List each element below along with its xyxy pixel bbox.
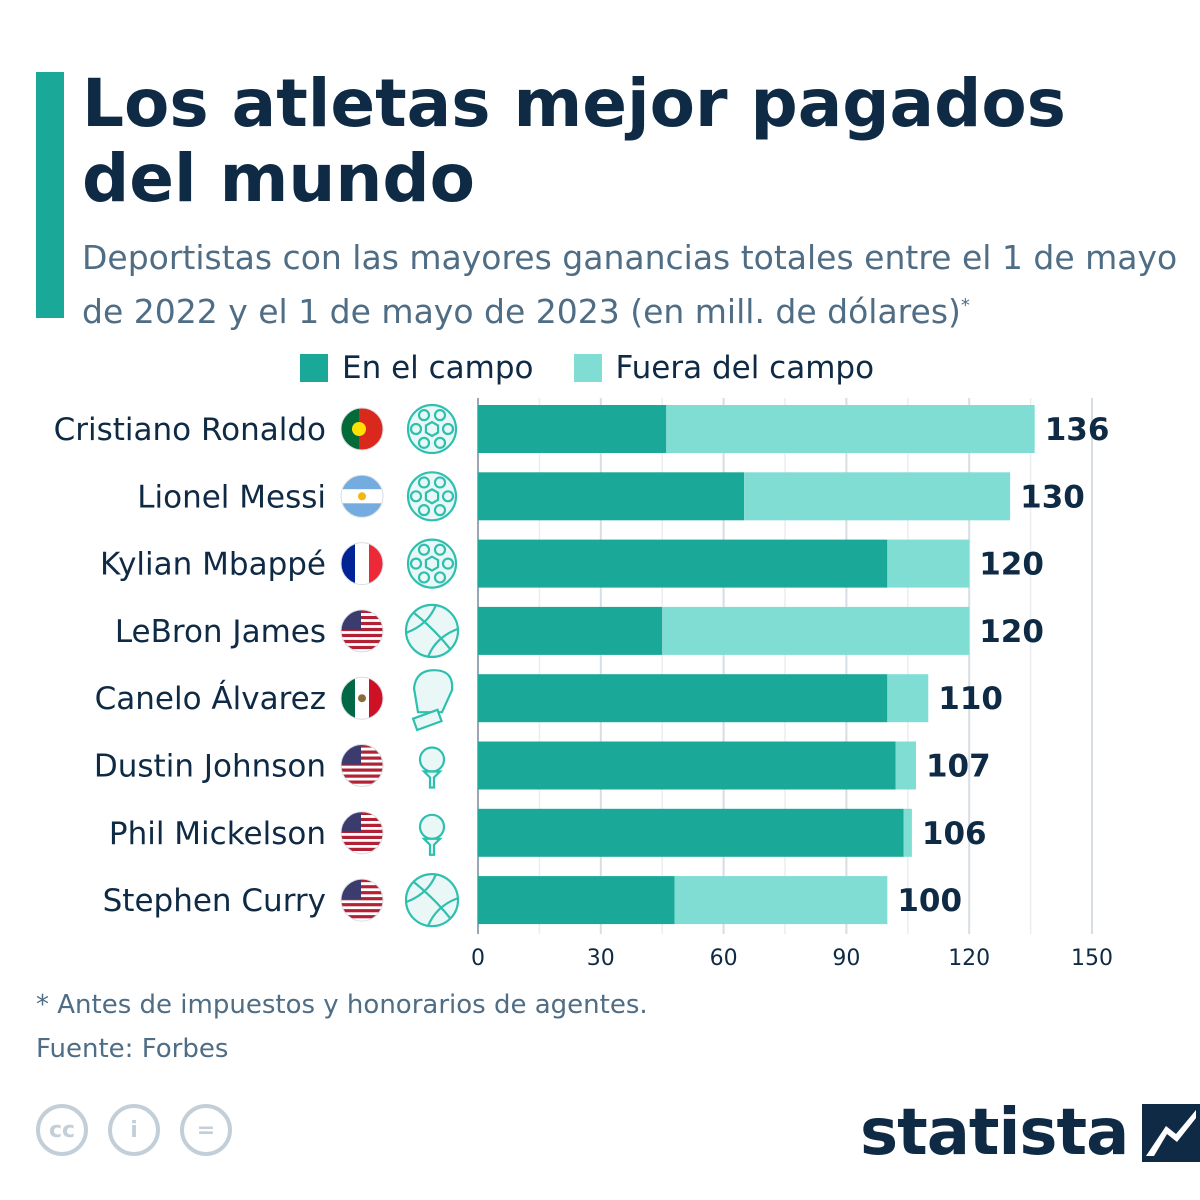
attribution-icon[interactable]: i: [108, 1104, 160, 1156]
total-value-label: 130: [1020, 479, 1085, 515]
basketball-icon: [404, 872, 460, 928]
legend-label-on-field: En el campo: [342, 350, 534, 386]
legend-swatch-on-field: [300, 354, 328, 382]
flag-border: [340, 474, 384, 518]
argentina-flag: [340, 474, 384, 518]
bar-on-field: [478, 741, 896, 790]
bar-on-field: [478, 674, 888, 723]
legend-swatch-off-field: [573, 354, 602, 382]
flag-border: [340, 407, 384, 451]
license-icons: cc i =: [36, 1104, 252, 1156]
bar-on-field: [478, 472, 745, 521]
portugal-flag: [340, 407, 384, 451]
bar-on-field: [478, 808, 904, 857]
golf-ball-icon: [418, 813, 446, 856]
legend-item-on-field: En el campo: [300, 350, 534, 386]
chart-title: Los atletas mejor pagados del mundo: [82, 65, 1066, 217]
statista-brand[interactable]: statista: [860, 1096, 1200, 1170]
france-flag: [340, 542, 384, 586]
bar-off-field: [666, 405, 1035, 453]
total-value-label: 120: [979, 547, 1044, 583]
athlete-label: Kylian Mbappé: [100, 547, 326, 583]
total-value-label: 136: [1045, 412, 1110, 448]
x-tick-label: 0: [471, 946, 485, 971]
bar-off-field: [895, 741, 916, 790]
x-tick-label: 150: [1071, 946, 1113, 971]
bar-off-field: [887, 674, 929, 723]
bar-on-field: [478, 405, 667, 453]
bar-on-field: [478, 539, 888, 588]
total-value-label: 106: [922, 816, 987, 852]
athlete-label: Dustin Johnson: [94, 749, 326, 785]
chart-subtitle: Deportistas con las mayores ganancias to…: [82, 234, 1182, 336]
legend-item-off-field: Fuera del campo: [573, 350, 875, 386]
bar-off-field: [903, 808, 912, 857]
legend: En el campo Fuera del campo: [300, 346, 914, 390]
boxing-glove-icon: [411, 669, 454, 732]
no-derivatives-icon[interactable]: =: [180, 1104, 232, 1156]
athlete-label: LeBron James: [115, 614, 326, 650]
x-tick-label: 120: [948, 946, 990, 971]
footnote: * Antes de impuestos y honorarios de age…: [36, 990, 648, 1020]
golf-ball-icon: [418, 746, 446, 789]
flag-border: [340, 744, 384, 787]
total-value-label: 107: [926, 749, 991, 785]
x-tick-label: 90: [832, 946, 860, 971]
cc-icon[interactable]: cc: [36, 1104, 88, 1156]
usa-flag: [340, 744, 384, 787]
accent-bar: [36, 72, 64, 318]
brand-name: statista: [860, 1096, 1129, 1170]
flag-border: [340, 676, 384, 720]
bar-on-field: [478, 606, 663, 655]
flag-border: [340, 609, 384, 653]
soccer-ball-icon: [406, 403, 458, 455]
basketball-icon: [404, 603, 460, 659]
x-tick-label: 30: [587, 946, 615, 971]
bar-off-field: [887, 539, 970, 588]
x-tick-label: 60: [710, 946, 738, 971]
athlete-label: Lionel Messi: [137, 479, 326, 515]
athlete-label: Canelo Álvarez: [95, 681, 326, 717]
source-note: Fuente: Forbes: [36, 1034, 229, 1064]
subtitle-footnote-mark: *: [960, 295, 970, 316]
subtitle-text: Deportistas con las mayores ganancias to…: [82, 238, 1178, 331]
bar-off-field: [674, 876, 888, 925]
mexico-flag: [340, 676, 384, 720]
flag-border: [340, 878, 384, 922]
usa-flag: [340, 811, 384, 855]
bar-on-field: [478, 876, 675, 925]
bar-off-field: [744, 472, 1011, 521]
athlete-label: Phil Mickelson: [109, 816, 326, 852]
athlete-label: Stephen Curry: [103, 883, 326, 919]
total-value-label: 120: [979, 614, 1044, 650]
soccer-ball-icon: [406, 538, 458, 589]
soccer-ball-icon: [406, 471, 458, 522]
legend-label-off-field: Fuera del campo: [615, 350, 875, 386]
statista-logo-icon: [1142, 1104, 1200, 1162]
total-value-label: 100: [897, 883, 962, 919]
athlete-label: Cristiano Ronaldo: [54, 412, 326, 448]
flag-border: [340, 811, 384, 855]
flag-border: [340, 542, 384, 586]
bar-off-field: [662, 606, 970, 655]
total-value-label: 110: [938, 681, 1003, 717]
usa-flag: [340, 878, 384, 922]
bar-chart: 0 30 60 90 120 150 Cristiano Ronaldo 136 Lionel …: [54, 398, 1113, 971]
usa-flag: [340, 609, 384, 653]
